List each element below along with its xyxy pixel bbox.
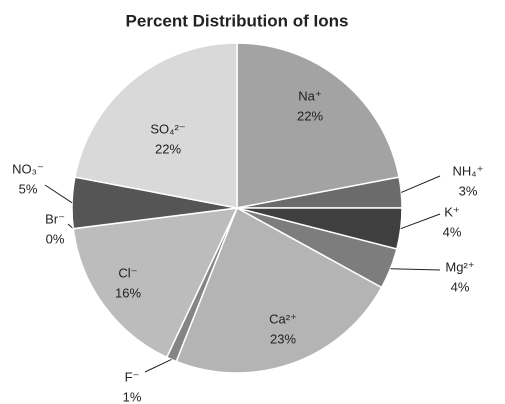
slice-label: Br⁻ [45,211,65,226]
leader-line [390,268,441,271]
slice-label: NH₄⁺ [453,163,484,178]
value-label: 0% [46,231,65,246]
value-label: 4% [451,279,470,294]
chart-title: Percent Distribution of Ions [126,11,349,30]
slice-label: Mg²⁺ [445,259,474,274]
value-label: 23% [270,331,296,346]
slice-label: Na⁺ [298,88,321,103]
slice-label: F⁻ [125,369,140,384]
pie-slice [175,206,383,374]
value-label: 5% [19,181,38,196]
leader-line [67,223,74,230]
value-label: 22% [155,141,181,156]
value-label: 16% [115,285,141,300]
value-label: 1% [123,389,142,404]
leader-line [44,184,73,204]
pie-slice [72,207,239,359]
slice-label: SO₄²⁻ [150,121,185,136]
slice-label: K⁺ [444,204,460,219]
leader-line [400,213,441,230]
slice-label: Cl⁻ [118,265,137,280]
value-label: 3% [459,183,478,198]
slice-label: Ca²⁺ [269,311,297,326]
value-label: 4% [443,224,462,239]
pie-slice [74,42,238,209]
leader-line [401,175,441,193]
value-label: 22% [297,108,323,123]
pie-slice [236,42,400,209]
leader-line [144,358,172,373]
slice-label: NO₃⁻ [12,161,44,176]
